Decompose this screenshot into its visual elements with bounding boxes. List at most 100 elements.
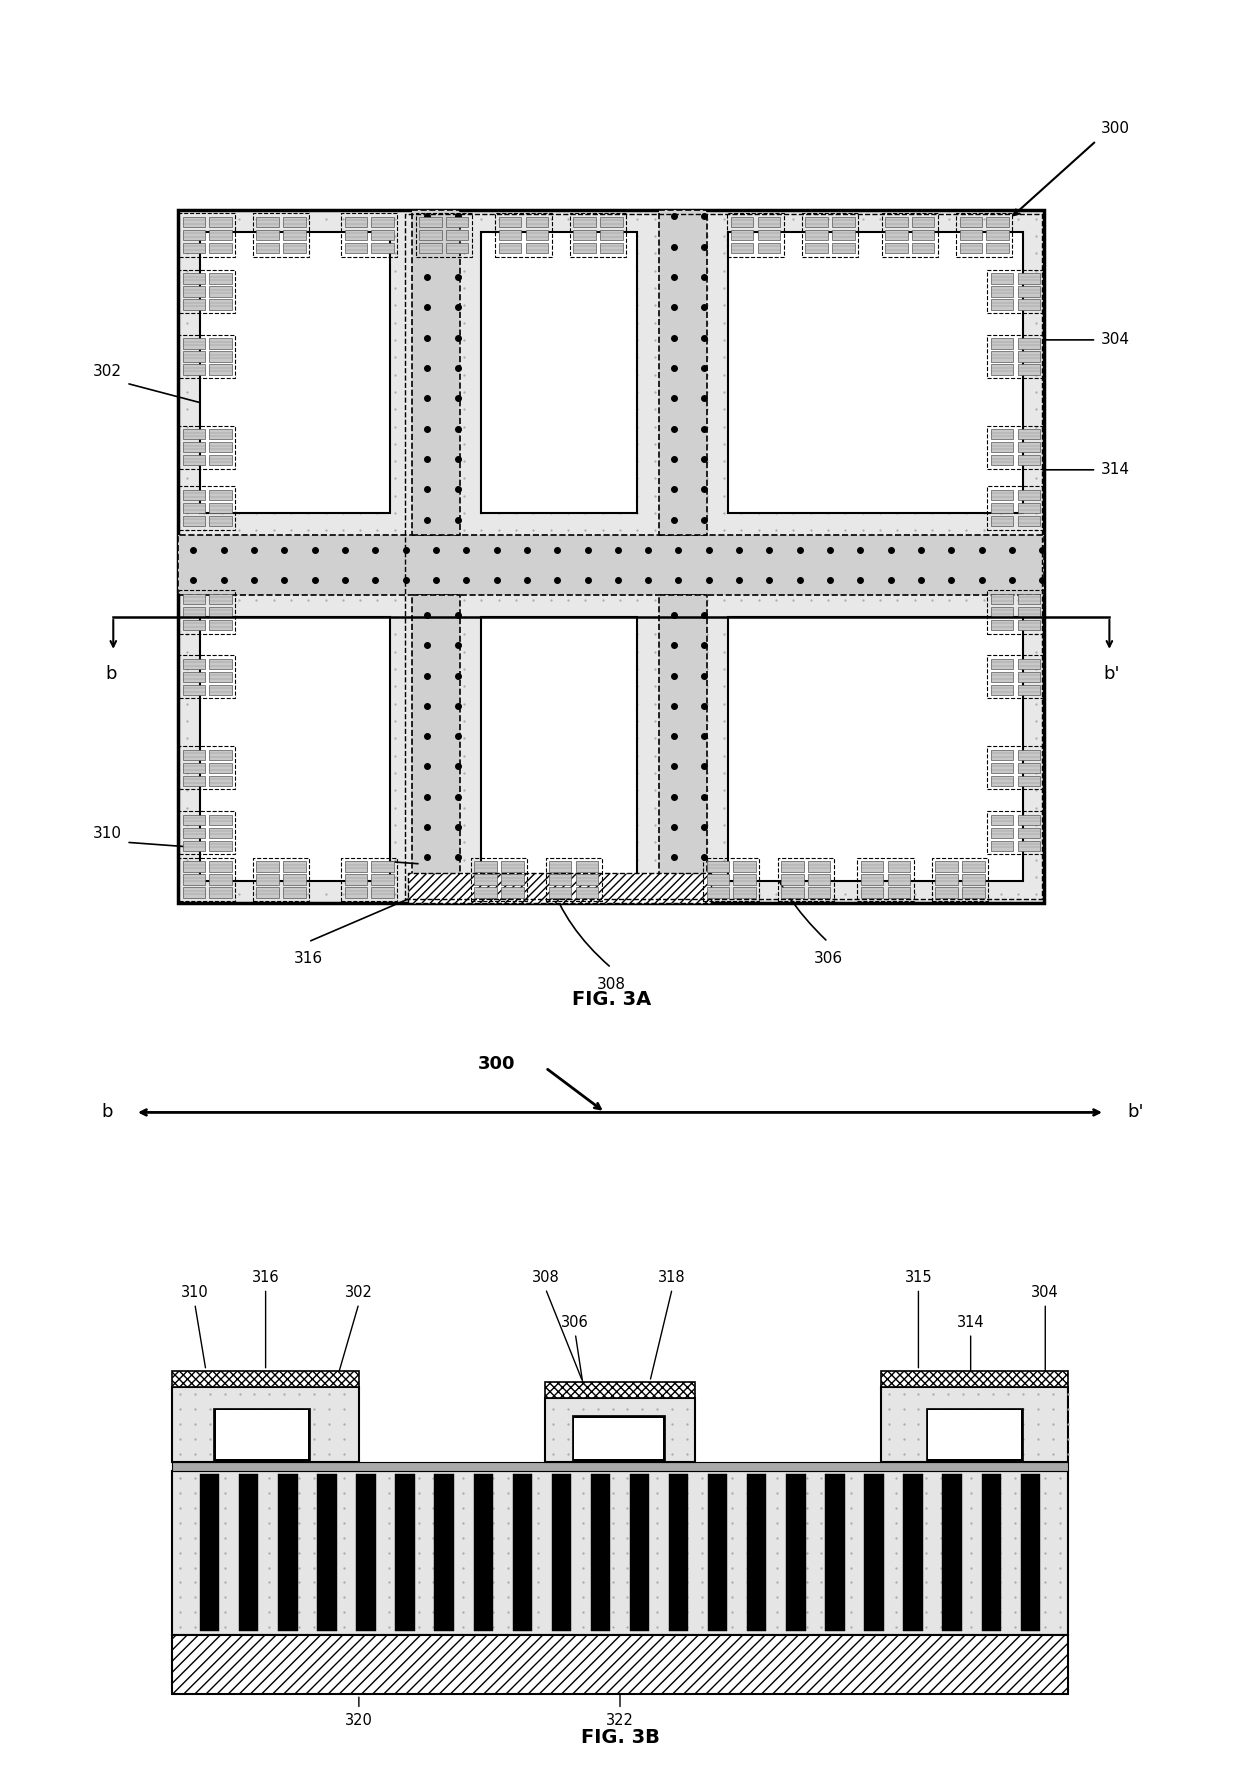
Bar — [572, 1415, 665, 1461]
Bar — [182, 489, 205, 500]
Bar — [179, 214, 236, 256]
Bar — [210, 749, 232, 760]
Bar — [179, 210, 1044, 903]
Bar — [1018, 594, 1040, 604]
Bar — [179, 811, 236, 855]
Text: 315: 315 — [905, 1270, 932, 1285]
Bar — [210, 671, 232, 682]
Bar — [600, 230, 622, 240]
Bar — [1018, 299, 1040, 309]
Bar — [575, 875, 599, 885]
Bar — [317, 1474, 336, 1631]
Bar — [182, 442, 205, 452]
Bar — [210, 841, 232, 852]
Bar — [210, 442, 232, 452]
Bar — [210, 456, 232, 465]
Bar — [573, 230, 595, 240]
Bar — [573, 242, 595, 253]
Bar — [857, 857, 914, 901]
Bar — [1018, 671, 1040, 682]
Bar — [182, 861, 205, 871]
Bar — [475, 887, 497, 898]
Bar — [575, 861, 599, 871]
Bar — [419, 230, 441, 240]
Bar — [730, 217, 754, 228]
Bar — [210, 684, 232, 694]
Bar — [257, 887, 279, 898]
Bar — [526, 242, 548, 253]
Bar — [239, 1474, 258, 1631]
Bar — [758, 217, 780, 228]
Bar — [182, 456, 205, 465]
Bar — [182, 429, 205, 440]
Bar — [412, 210, 460, 535]
Bar — [210, 776, 232, 786]
Bar — [986, 242, 1009, 253]
Bar — [861, 861, 883, 871]
Bar — [341, 857, 397, 901]
Bar — [182, 274, 205, 283]
Text: 300: 300 — [1101, 122, 1130, 136]
Text: 304: 304 — [1032, 1285, 1059, 1301]
Bar — [471, 857, 527, 901]
Bar — [283, 217, 305, 228]
Bar — [172, 1371, 358, 1387]
Bar — [179, 857, 236, 901]
Bar — [474, 1474, 494, 1631]
Bar — [730, 230, 754, 240]
Bar — [182, 286, 205, 297]
Text: b: b — [105, 664, 117, 682]
Bar — [1018, 504, 1040, 512]
Bar — [345, 887, 367, 898]
Bar — [512, 1474, 532, 1631]
Bar — [526, 230, 548, 240]
Bar — [888, 887, 910, 898]
Bar — [805, 230, 828, 240]
Bar — [210, 620, 232, 631]
Bar — [1018, 827, 1040, 838]
Bar — [1018, 659, 1040, 670]
Bar — [991, 352, 1013, 362]
Bar — [372, 861, 394, 871]
Bar — [962, 861, 985, 871]
Bar — [210, 489, 232, 500]
Bar — [210, 827, 232, 838]
Bar — [864, 1474, 884, 1631]
Bar — [1018, 364, 1040, 375]
Bar — [991, 684, 1013, 694]
Bar — [707, 861, 729, 871]
Bar — [495, 214, 552, 256]
Bar — [182, 516, 205, 527]
Text: 302: 302 — [93, 364, 122, 378]
Bar — [707, 875, 729, 885]
Bar — [210, 659, 232, 670]
Bar — [888, 861, 910, 871]
Bar — [734, 875, 756, 885]
Bar — [758, 242, 780, 253]
Bar — [991, 841, 1013, 852]
Bar — [182, 364, 205, 375]
Bar — [182, 352, 205, 362]
Bar — [172, 1634, 1068, 1695]
Bar — [911, 230, 935, 240]
Bar — [911, 242, 935, 253]
Text: 316: 316 — [294, 951, 322, 965]
Bar — [991, 442, 1013, 452]
Bar — [882, 1371, 1068, 1387]
Bar — [200, 617, 391, 882]
Bar — [781, 861, 804, 871]
Bar — [372, 242, 394, 253]
Bar — [926, 1408, 1023, 1461]
Bar — [808, 887, 831, 898]
Bar — [781, 887, 804, 898]
Bar — [182, 815, 205, 825]
Text: 306: 306 — [813, 951, 842, 965]
Bar — [210, 861, 232, 871]
Bar — [213, 1408, 310, 1461]
Bar — [728, 617, 1023, 882]
Bar — [182, 299, 205, 309]
Bar — [210, 606, 232, 617]
Bar — [419, 217, 441, 228]
Bar — [935, 887, 957, 898]
Bar — [283, 875, 305, 885]
